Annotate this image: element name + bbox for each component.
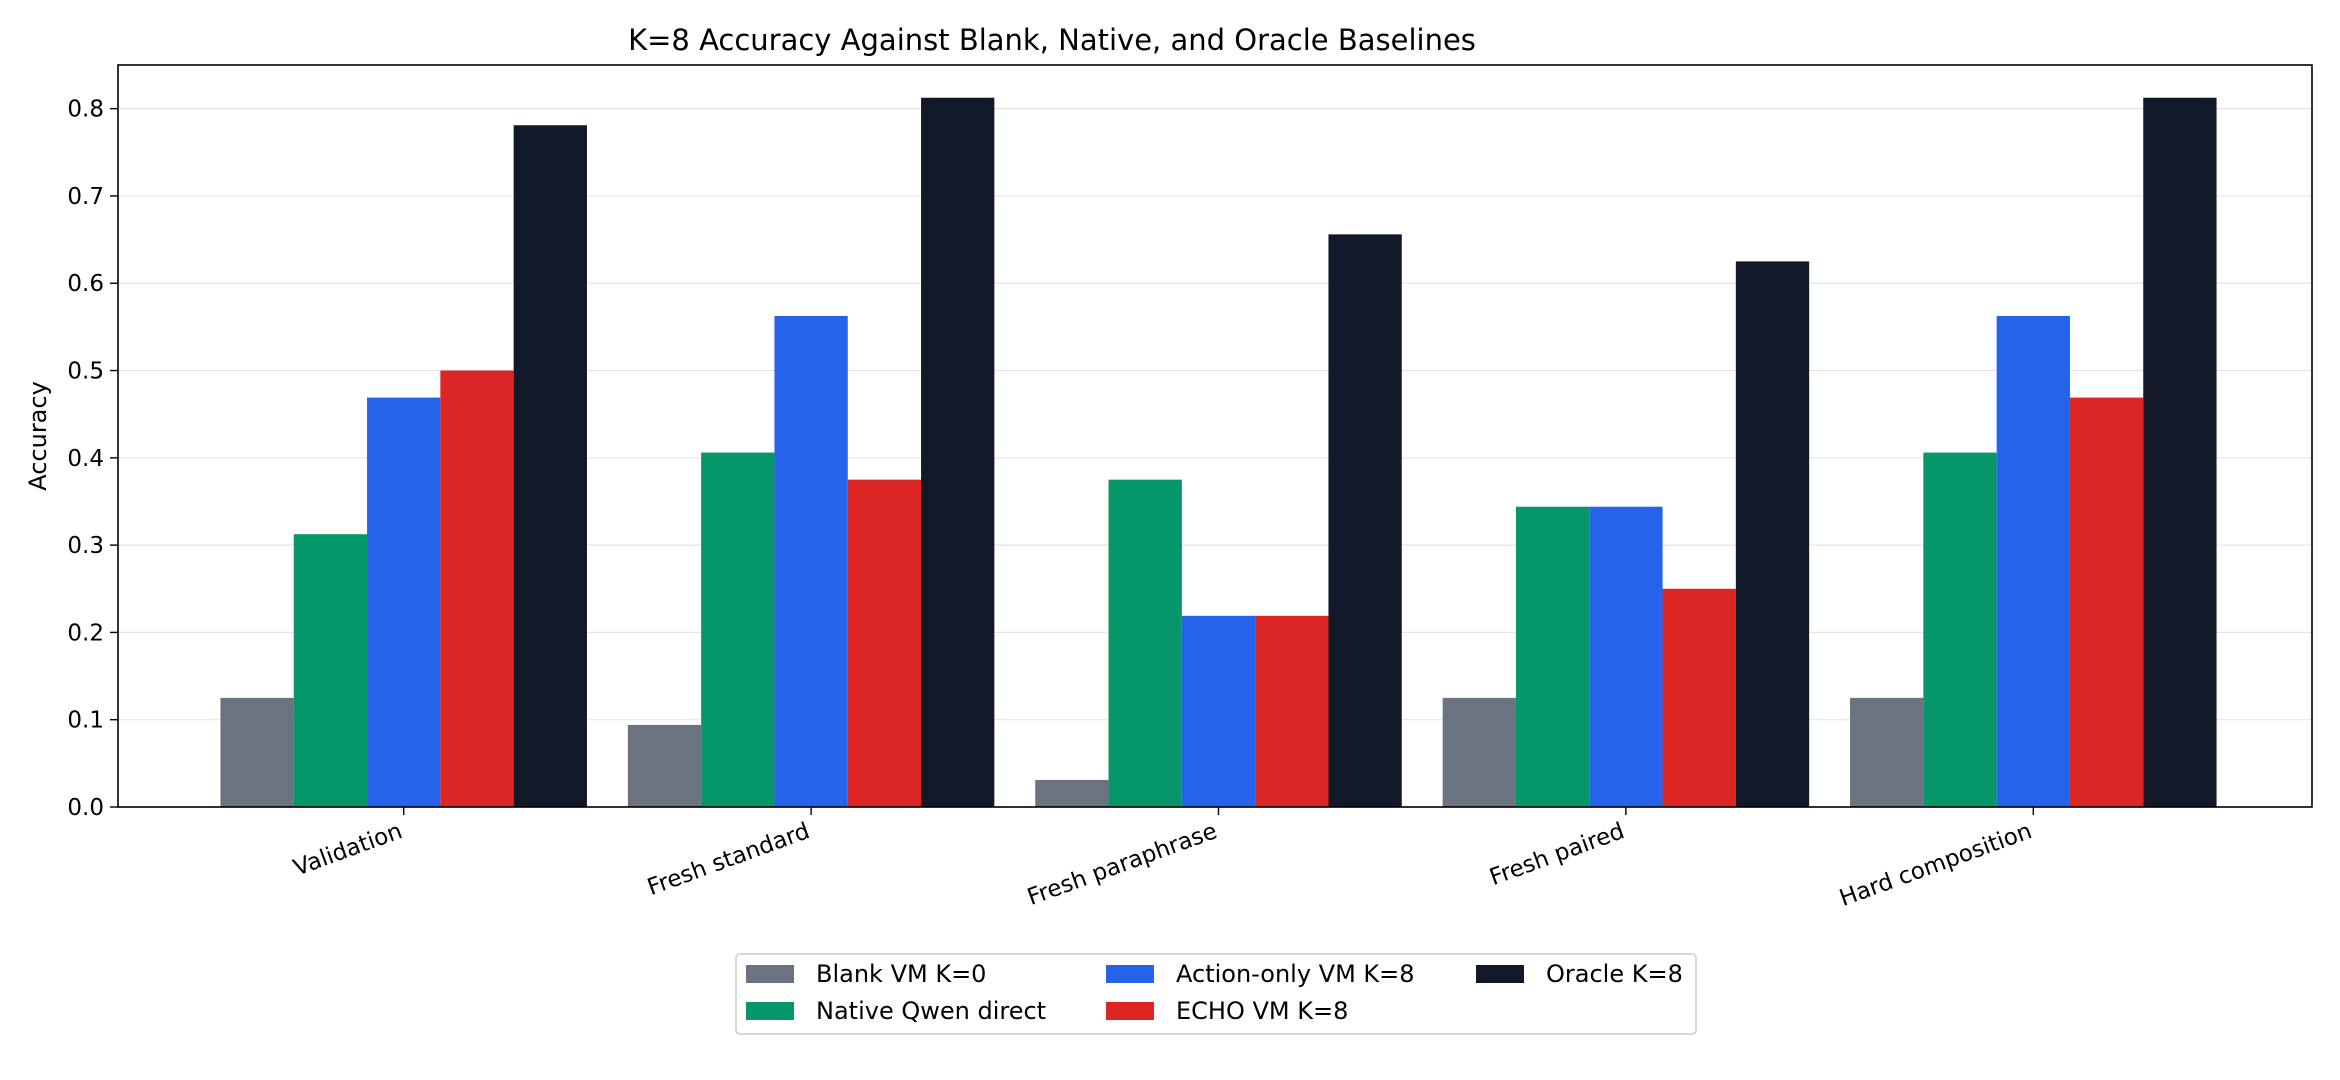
bar-action-only-vm-k-8-3 [1589,506,1663,807]
y-tick-label: 0.7 [67,184,104,210]
bar-blank-vm-k-0-0 [220,697,294,807]
x-tick-label: Fresh paraphrase [1024,818,1220,911]
legend-label: Blank VM K=0 [816,960,986,988]
bar-action-only-vm-k-8-0 [367,397,441,807]
bar-action-only-vm-k-8-1 [774,315,848,807]
y-tick-label: 0.6 [67,271,104,297]
y-tick-label: 0.0 [67,795,104,821]
plot-frame [117,64,2313,808]
y-tick-label: 0.4 [67,446,104,472]
legend-swatch [1476,965,1524,983]
bar-native-qwen-direct-0 [293,534,368,807]
legend-swatch [1106,1002,1154,1020]
bar-oracle-k-8-1 [921,97,995,807]
legend-label: ECHO VM K=8 [1176,997,1348,1025]
chart-title: K=8 Accuracy Against Blank, Native, and … [628,23,1476,57]
bar-native-qwen-direct-3 [1515,506,1590,807]
x-tick-label: Fresh paired [1486,818,1628,891]
y-tick-label: 0.2 [67,620,104,646]
bar-echo-vm-k-8-1 [847,479,922,807]
bar-action-only-vm-k-8-2 [1181,615,1256,807]
legend-label: Native Qwen direct [816,997,1046,1025]
legend-frame [735,953,1697,1035]
bar-echo-vm-k-8-4 [2069,397,2144,807]
y-tick-label: 0.3 [67,533,104,559]
y-tick-label: 0.8 [67,97,104,123]
bar-action-only-vm-k-8-4 [1996,315,2070,807]
bar-oracle-k-8-2 [1328,234,1402,807]
x-tick-label: Validation [290,818,406,881]
y-tick-label: 0.5 [67,359,104,385]
legend-swatch [746,965,794,983]
bar-echo-vm-k-8-3 [1662,588,1736,807]
legend-label: Oracle K=8 [1546,960,1683,988]
legend-swatch [746,1002,794,1020]
legend: Blank VM K=0 Native Qwen direct Action-onl… [735,953,1697,1035]
bar-native-qwen-direct-4 [1923,452,1997,807]
bar-blank-vm-k-0-2 [1035,779,1109,807]
y-tick-label: 0.1 [67,708,104,734]
legend-swatch [1106,965,1154,983]
y-axis-label: Accuracy [24,381,52,491]
bar-oracle-k-8-4 [2143,97,2217,807]
y-axis: 0.0 0.1 0.2 0.3 0.4 0.5 0.6 0.7 0.8 [67,97,118,821]
x-tick-label: Fresh standard [644,818,813,901]
x-tick-label: Hard composition [1836,818,2035,912]
x-axis: Validation Fresh standard Fresh paraphrase… [290,807,2035,912]
bar-oracle-k-8-3 [1735,261,1810,808]
bar-native-qwen-direct-1 [701,452,775,807]
bar-blank-vm-k-0-3 [1442,697,1516,807]
bar-native-qwen-direct-2 [1108,479,1182,807]
bar-blank-vm-k-0-4 [1850,697,1924,807]
bar-blank-vm-k-0-1 [627,724,702,807]
bars [220,97,2217,808]
bar-oracle-k-8-0 [513,125,587,808]
bar-echo-vm-k-8-0 [440,370,514,807]
legend-label: Action-only VM K=8 [1176,960,1415,988]
bar-echo-vm-k-8-2 [1255,615,1329,807]
